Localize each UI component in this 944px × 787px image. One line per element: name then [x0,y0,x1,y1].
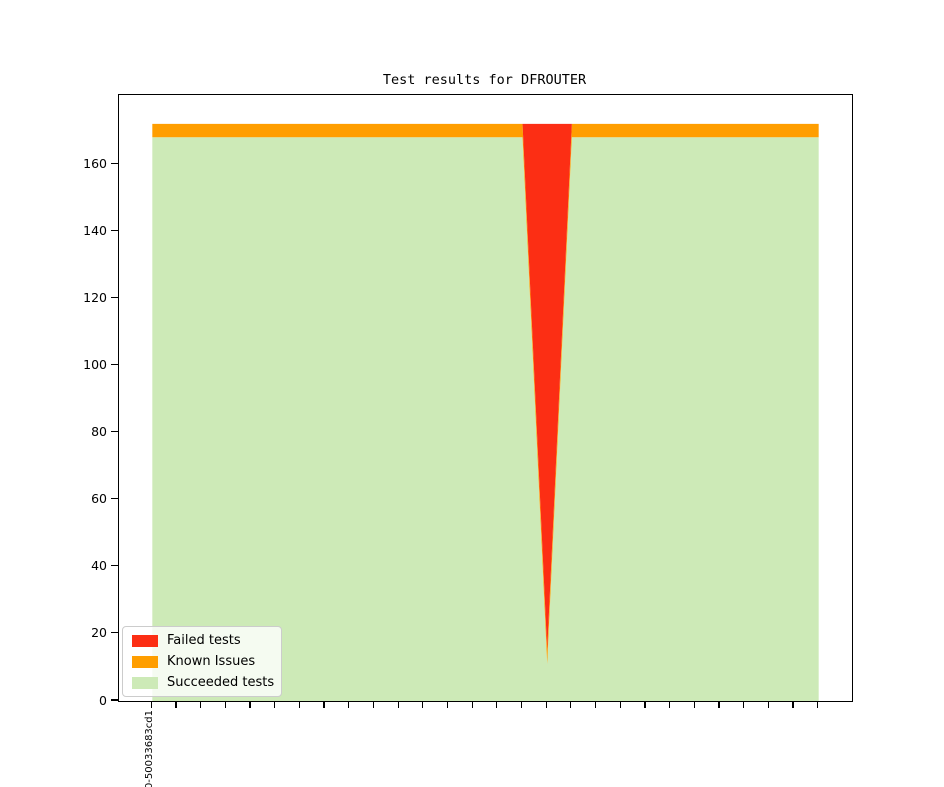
x-tick-mark [175,701,177,708]
y-tick-label: 40 [91,558,107,574]
legend-swatch-failed-tests [132,634,158,647]
x-tick-mark [792,701,794,708]
y-tick-label: 140 [83,222,107,238]
legend-label-known-issues: Known Issues [167,654,256,669]
x-tick-mark [644,701,646,708]
x-tick-mark [520,701,523,708]
x-tick-mark [669,701,671,708]
x-tick-mark [693,701,695,708]
y-tick-mark [111,430,118,433]
legend-label-failed-tests: Failed tests [167,633,241,648]
stacked-area-chart [152,123,819,701]
x-tick-mark [743,701,745,708]
x-tick-mark [446,701,449,708]
x-tick-mark [298,701,300,708]
x-tick-mark [323,701,325,708]
x-tick-mark [150,701,152,708]
y-tick-label: 80 [91,424,107,440]
y-tick-label: 160 [83,155,107,171]
x-tick-mark [348,701,350,708]
y-tick-label: 0 [99,692,107,708]
legend-label-succeeded-tests: Succeeded tests [167,675,275,690]
y-tick-mark [111,229,118,231]
x-tick-mark [718,701,720,708]
chart-title: Test results for DFROUTER [382,72,587,88]
y-tick-label: 100 [83,356,107,372]
legend-swatch-known-issues [132,655,158,668]
x-tick-mark [545,701,547,708]
x-tick-mark [372,701,375,708]
x-tick-mark [471,701,473,708]
y-tick-mark [111,632,118,634]
y-tick-mark [111,498,118,500]
x-tick-mark [817,701,819,708]
y-tick-label: 20 [91,625,107,641]
x-tick-mark [274,701,276,708]
x-tick-mark [496,701,498,708]
x-tick-mark [397,701,399,708]
x-tick-label: 0-50033683cd1 [144,710,156,787]
legend-item-known-issues: Known Issues [132,651,275,672]
x-tick-mark [200,701,202,708]
x-tick-mark [422,701,424,708]
y-tick-mark [111,565,118,567]
area-series-succeeded [152,137,819,701]
y-tick-label: 60 [91,491,107,507]
legend: Failed tests Known Issues Succeeded test… [122,626,282,697]
legend-item-succeeded: Succeeded tests [132,672,275,693]
x-tick-mark [594,701,597,708]
x-tick-mark [224,701,226,708]
legend-item-failed: Failed tests [132,630,275,651]
x-tick-mark [570,701,572,708]
y-tick-mark [111,296,118,298]
x-tick-mark [249,701,251,708]
y-tick-mark [111,162,118,164]
y-tick-mark [111,363,118,366]
y-tick-mark [111,699,118,701]
legend-swatch-succeeded-tests [132,676,158,689]
x-tick-mark [619,701,621,708]
x-tick-mark [767,701,769,708]
y-tick-label: 120 [83,289,107,305]
plot-area [118,94,853,702]
